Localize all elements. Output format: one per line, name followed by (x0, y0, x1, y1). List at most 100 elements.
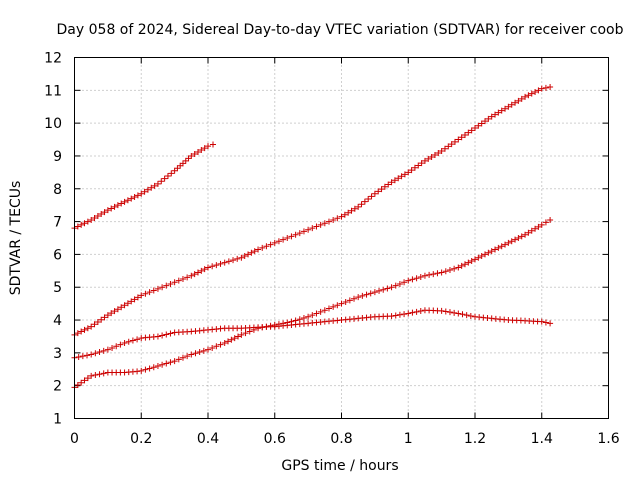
data-point-marker (217, 341, 224, 348)
data-point-marker (118, 304, 125, 311)
data-point-marker (522, 231, 529, 238)
data-point-marker (465, 129, 472, 136)
data-point-marker (367, 290, 374, 297)
y-tick-label: 6 (53, 247, 62, 263)
data-point-marker (463, 312, 470, 319)
data-point-marker (292, 231, 299, 238)
data-point-marker (231, 335, 238, 342)
data-point-marker (472, 256, 478, 263)
data-point-marker (225, 338, 232, 345)
data-point-marker (345, 209, 352, 216)
data-point-marker (161, 175, 168, 182)
data-point-marker (225, 258, 232, 265)
data-point-marker (300, 314, 307, 321)
data-point-marker (271, 239, 278, 246)
x-tick-label: 1.4 (531, 431, 553, 447)
data-point-marker (217, 260, 224, 267)
data-point-marker (492, 111, 499, 118)
data-point-marker (163, 360, 170, 367)
data-point-marker (251, 248, 258, 255)
data-point-marker (138, 367, 145, 374)
data-point-marker (325, 305, 332, 312)
data-point-marker (238, 331, 245, 338)
data-point-marker (317, 308, 324, 315)
data-point-marker (438, 148, 445, 155)
data-point-marker (442, 308, 449, 315)
data-point-marker (334, 302, 341, 309)
data-point-marker (210, 141, 217, 148)
data-point-marker (84, 375, 91, 382)
data-point-marker (121, 302, 128, 309)
y-tick-label: 11 (44, 83, 62, 99)
data-point-marker (88, 351, 95, 358)
data-point-marker (348, 207, 355, 214)
data-point-marker (518, 233, 525, 240)
data-point-marker (363, 291, 370, 298)
data-point-marker (184, 353, 191, 360)
data-point-marker (388, 284, 395, 291)
data-point-marker (522, 93, 529, 100)
x-tick-label: 0.8 (330, 431, 352, 447)
data-point-marker (542, 84, 549, 91)
data-point-marker (78, 328, 85, 335)
data-point-marker (84, 218, 91, 225)
data-point-marker (321, 307, 328, 314)
data-point-marker (228, 336, 235, 343)
data-point-marker (338, 213, 345, 220)
x-axis-label: GPS time / hours (281, 458, 398, 474)
data-point-marker (74, 330, 81, 337)
data-point-marker (317, 221, 324, 228)
data-point-marker (538, 85, 545, 92)
data-point-marker (150, 364, 157, 371)
data-point-marker (461, 131, 468, 138)
data-point-marker (263, 323, 270, 330)
data-point-marker (184, 274, 191, 281)
data-point-marker (75, 353, 82, 360)
data-point-marker (459, 311, 466, 318)
data-point-marker (275, 321, 282, 328)
data-point-marker (101, 314, 108, 321)
data-point-marker (81, 326, 88, 333)
data-point-marker (78, 221, 85, 228)
data-point-marker (475, 122, 482, 129)
data-point-marker (198, 267, 205, 274)
data-point-marker (421, 157, 428, 164)
data-point-marker (458, 262, 465, 269)
data-point-marker (201, 266, 208, 273)
data-point-marker (275, 238, 282, 245)
data-point-marker (341, 211, 348, 218)
data-point-marker (171, 358, 178, 365)
data-point-marker (495, 109, 502, 116)
data-point-marker (398, 173, 405, 180)
data-point-marker (78, 379, 85, 386)
data-point-marker (405, 277, 412, 284)
data-point-marker (392, 312, 399, 319)
data-point-marker (409, 276, 416, 283)
data-point-marker (528, 227, 535, 234)
data-point-marker (230, 257, 237, 264)
data-point-marker (74, 382, 81, 389)
data-point-marker (538, 221, 545, 228)
data-point-marker (235, 333, 242, 340)
data-point-marker (467, 312, 474, 319)
data-point-marker (288, 233, 295, 240)
data-point-marker (351, 295, 358, 302)
data-point-marker (158, 178, 165, 185)
data-point-marker (141, 188, 148, 195)
series-track-1 (71, 141, 217, 232)
data-point-marker (451, 138, 458, 145)
data-point-marker (525, 92, 532, 99)
data-point-marker (192, 350, 199, 357)
data-point-marker (250, 326, 257, 333)
data-point-marker (179, 354, 186, 361)
data-point-marker (98, 211, 105, 218)
data-point-marker (296, 230, 303, 237)
data-point-marker (408, 167, 415, 174)
data-point-marker (401, 311, 408, 318)
data-point-marker (538, 318, 545, 325)
data-point-marker (255, 325, 262, 332)
data-point-marker (92, 350, 99, 357)
data-point-marker (108, 310, 115, 317)
data-point-marker (468, 127, 475, 134)
